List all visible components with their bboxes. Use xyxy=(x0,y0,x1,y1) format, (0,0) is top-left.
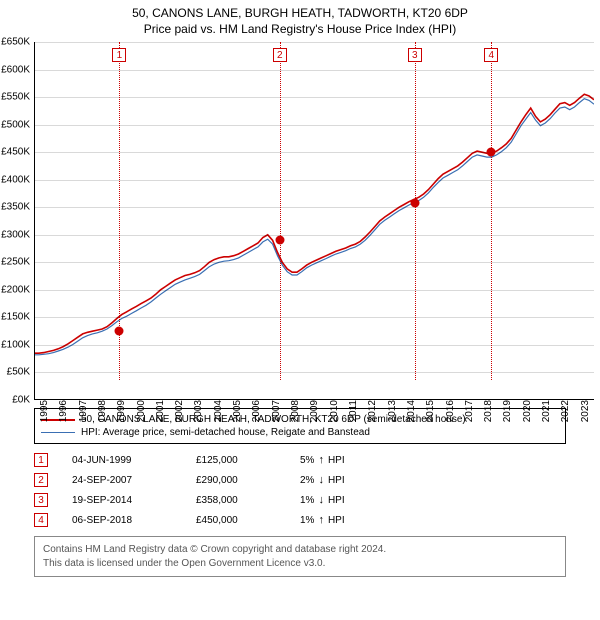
x-axis-label: 2010 xyxy=(327,400,340,422)
x-axis-label: 2017 xyxy=(462,400,475,422)
transaction-badge: 3 xyxy=(34,493,48,507)
x-axis-label: 1999 xyxy=(114,400,127,422)
x-axis-label: 2019 xyxy=(500,400,513,422)
x-axis-label: 1998 xyxy=(95,400,108,422)
marker-dot xyxy=(115,327,124,336)
transaction-pct: 2%↓HPI xyxy=(300,474,345,486)
transaction-date: 06-SEP-2018 xyxy=(72,515,172,526)
transaction-price: £290,000 xyxy=(196,475,276,486)
arrow-down-icon: ↓ xyxy=(318,474,324,486)
y-axis-label: £450K xyxy=(1,147,34,158)
transaction-date: 19-SEP-2014 xyxy=(72,495,172,506)
x-axis-label: 2018 xyxy=(481,400,494,422)
x-axis-label: 2021 xyxy=(539,400,552,422)
transaction-pct: 5%↑HPI xyxy=(300,454,345,466)
arrow-down-icon: ↓ xyxy=(318,494,324,506)
x-axis-label: 2008 xyxy=(288,400,301,422)
x-axis-label: 2022 xyxy=(558,400,571,422)
y-axis-label: £100K xyxy=(1,339,34,350)
x-axis-label: 1995 xyxy=(37,400,50,422)
legend-row: HPI: Average price, semi-detached house,… xyxy=(41,426,559,439)
series-hpi xyxy=(34,99,594,355)
x-axis-label: 1996 xyxy=(56,400,69,422)
arrow-up-icon: ↑ xyxy=(318,514,324,526)
transaction-row: 3 19-SEP-2014 £358,000 1%↓HPI xyxy=(34,490,566,510)
marker-line xyxy=(491,42,492,380)
transaction-price: £125,000 xyxy=(196,455,276,466)
transaction-badge: 2 xyxy=(34,473,48,487)
x-axis-label: 2002 xyxy=(172,400,185,422)
transaction-badge: 1 xyxy=(34,453,48,467)
transactions-table: 1 04-JUN-1999 £125,000 5%↑HPI 2 24-SEP-2007 £2… xyxy=(34,450,566,530)
footer-line1: Contains HM Land Registry data © Crown c… xyxy=(43,543,557,557)
x-axis-label: 2009 xyxy=(307,400,320,422)
x-axis-label: 2016 xyxy=(443,400,456,422)
y-axis-label: £200K xyxy=(1,284,34,295)
transaction-pct: 1%↓HPI xyxy=(300,494,345,506)
y-axis-label: £150K xyxy=(1,312,34,323)
y-axis-label: £50K xyxy=(7,367,34,378)
marker-badge: 2 xyxy=(273,48,287,62)
marker-line xyxy=(415,42,416,380)
transaction-badge: 4 xyxy=(34,513,48,527)
x-axis-label: 2007 xyxy=(269,400,282,422)
x-axis-label: 2006 xyxy=(249,400,262,422)
y-axis-label: £500K xyxy=(1,119,34,130)
x-axis-label: 2005 xyxy=(230,400,243,422)
transaction-price: £358,000 xyxy=(196,495,276,506)
x-axis-label: 2014 xyxy=(404,400,417,422)
chart-lines xyxy=(34,42,594,400)
x-axis-label: 2000 xyxy=(134,400,147,422)
transaction-row: 2 24-SEP-2007 £290,000 2%↓HPI xyxy=(34,470,566,490)
chart-title: 50, CANONS LANE, BURGH HEATH, TADWORTH, … xyxy=(0,0,600,20)
x-axis-label: 2004 xyxy=(211,400,224,422)
transaction-price: £450,000 xyxy=(196,515,276,526)
legend-swatch xyxy=(41,432,75,433)
x-axis-label: 2003 xyxy=(191,400,204,422)
y-axis-label: £600K xyxy=(1,64,34,75)
series-property xyxy=(34,94,594,353)
x-axis-label: 2015 xyxy=(423,400,436,422)
transaction-date: 24-SEP-2007 xyxy=(72,475,172,486)
price-chart: £0K£50K£100K£150K£200K£250K£300K£350K£40… xyxy=(34,42,594,400)
marker-badge: 1 xyxy=(112,48,126,62)
transaction-pct: 1%↑HPI xyxy=(300,514,345,526)
x-axis-label: 2023 xyxy=(578,400,591,422)
attribution-footer: Contains HM Land Registry data © Crown c… xyxy=(34,536,566,577)
marker-dot xyxy=(410,198,419,207)
y-axis-label: £0K xyxy=(12,395,34,406)
x-axis-label: 2020 xyxy=(520,400,533,422)
transaction-row: 1 04-JUN-1999 £125,000 5%↑HPI xyxy=(34,450,566,470)
y-axis-label: £650K xyxy=(1,37,34,48)
marker-dot xyxy=(275,236,284,245)
x-axis-label: 2012 xyxy=(365,400,378,422)
legend-label: HPI: Average price, semi-detached house,… xyxy=(81,427,370,438)
footer-line2: This data is licensed under the Open Gov… xyxy=(43,557,557,571)
y-axis-label: £350K xyxy=(1,202,34,213)
y-axis-label: £550K xyxy=(1,92,34,103)
x-axis-label: 2001 xyxy=(153,400,166,422)
y-axis-label: £300K xyxy=(1,229,34,240)
arrow-up-icon: ↑ xyxy=(318,454,324,466)
y-axis-label: £250K xyxy=(1,257,34,268)
transaction-date: 04-JUN-1999 xyxy=(72,455,172,466)
chart-subtitle: Price paid vs. HM Land Registry's House … xyxy=(0,20,600,42)
marker-badge: 4 xyxy=(484,48,498,62)
y-axis-label: £400K xyxy=(1,174,34,185)
transaction-row: 4 06-SEP-2018 £450,000 1%↑HPI xyxy=(34,510,566,530)
x-axis-label: 2013 xyxy=(385,400,398,422)
marker-badge: 3 xyxy=(408,48,422,62)
x-axis-label: 2011 xyxy=(346,400,359,422)
marker-dot xyxy=(487,148,496,157)
page-root: 50, CANONS LANE, BURGH HEATH, TADWORTH, … xyxy=(0,0,600,620)
marker-line xyxy=(280,42,281,380)
x-axis-label: 1997 xyxy=(76,400,89,422)
